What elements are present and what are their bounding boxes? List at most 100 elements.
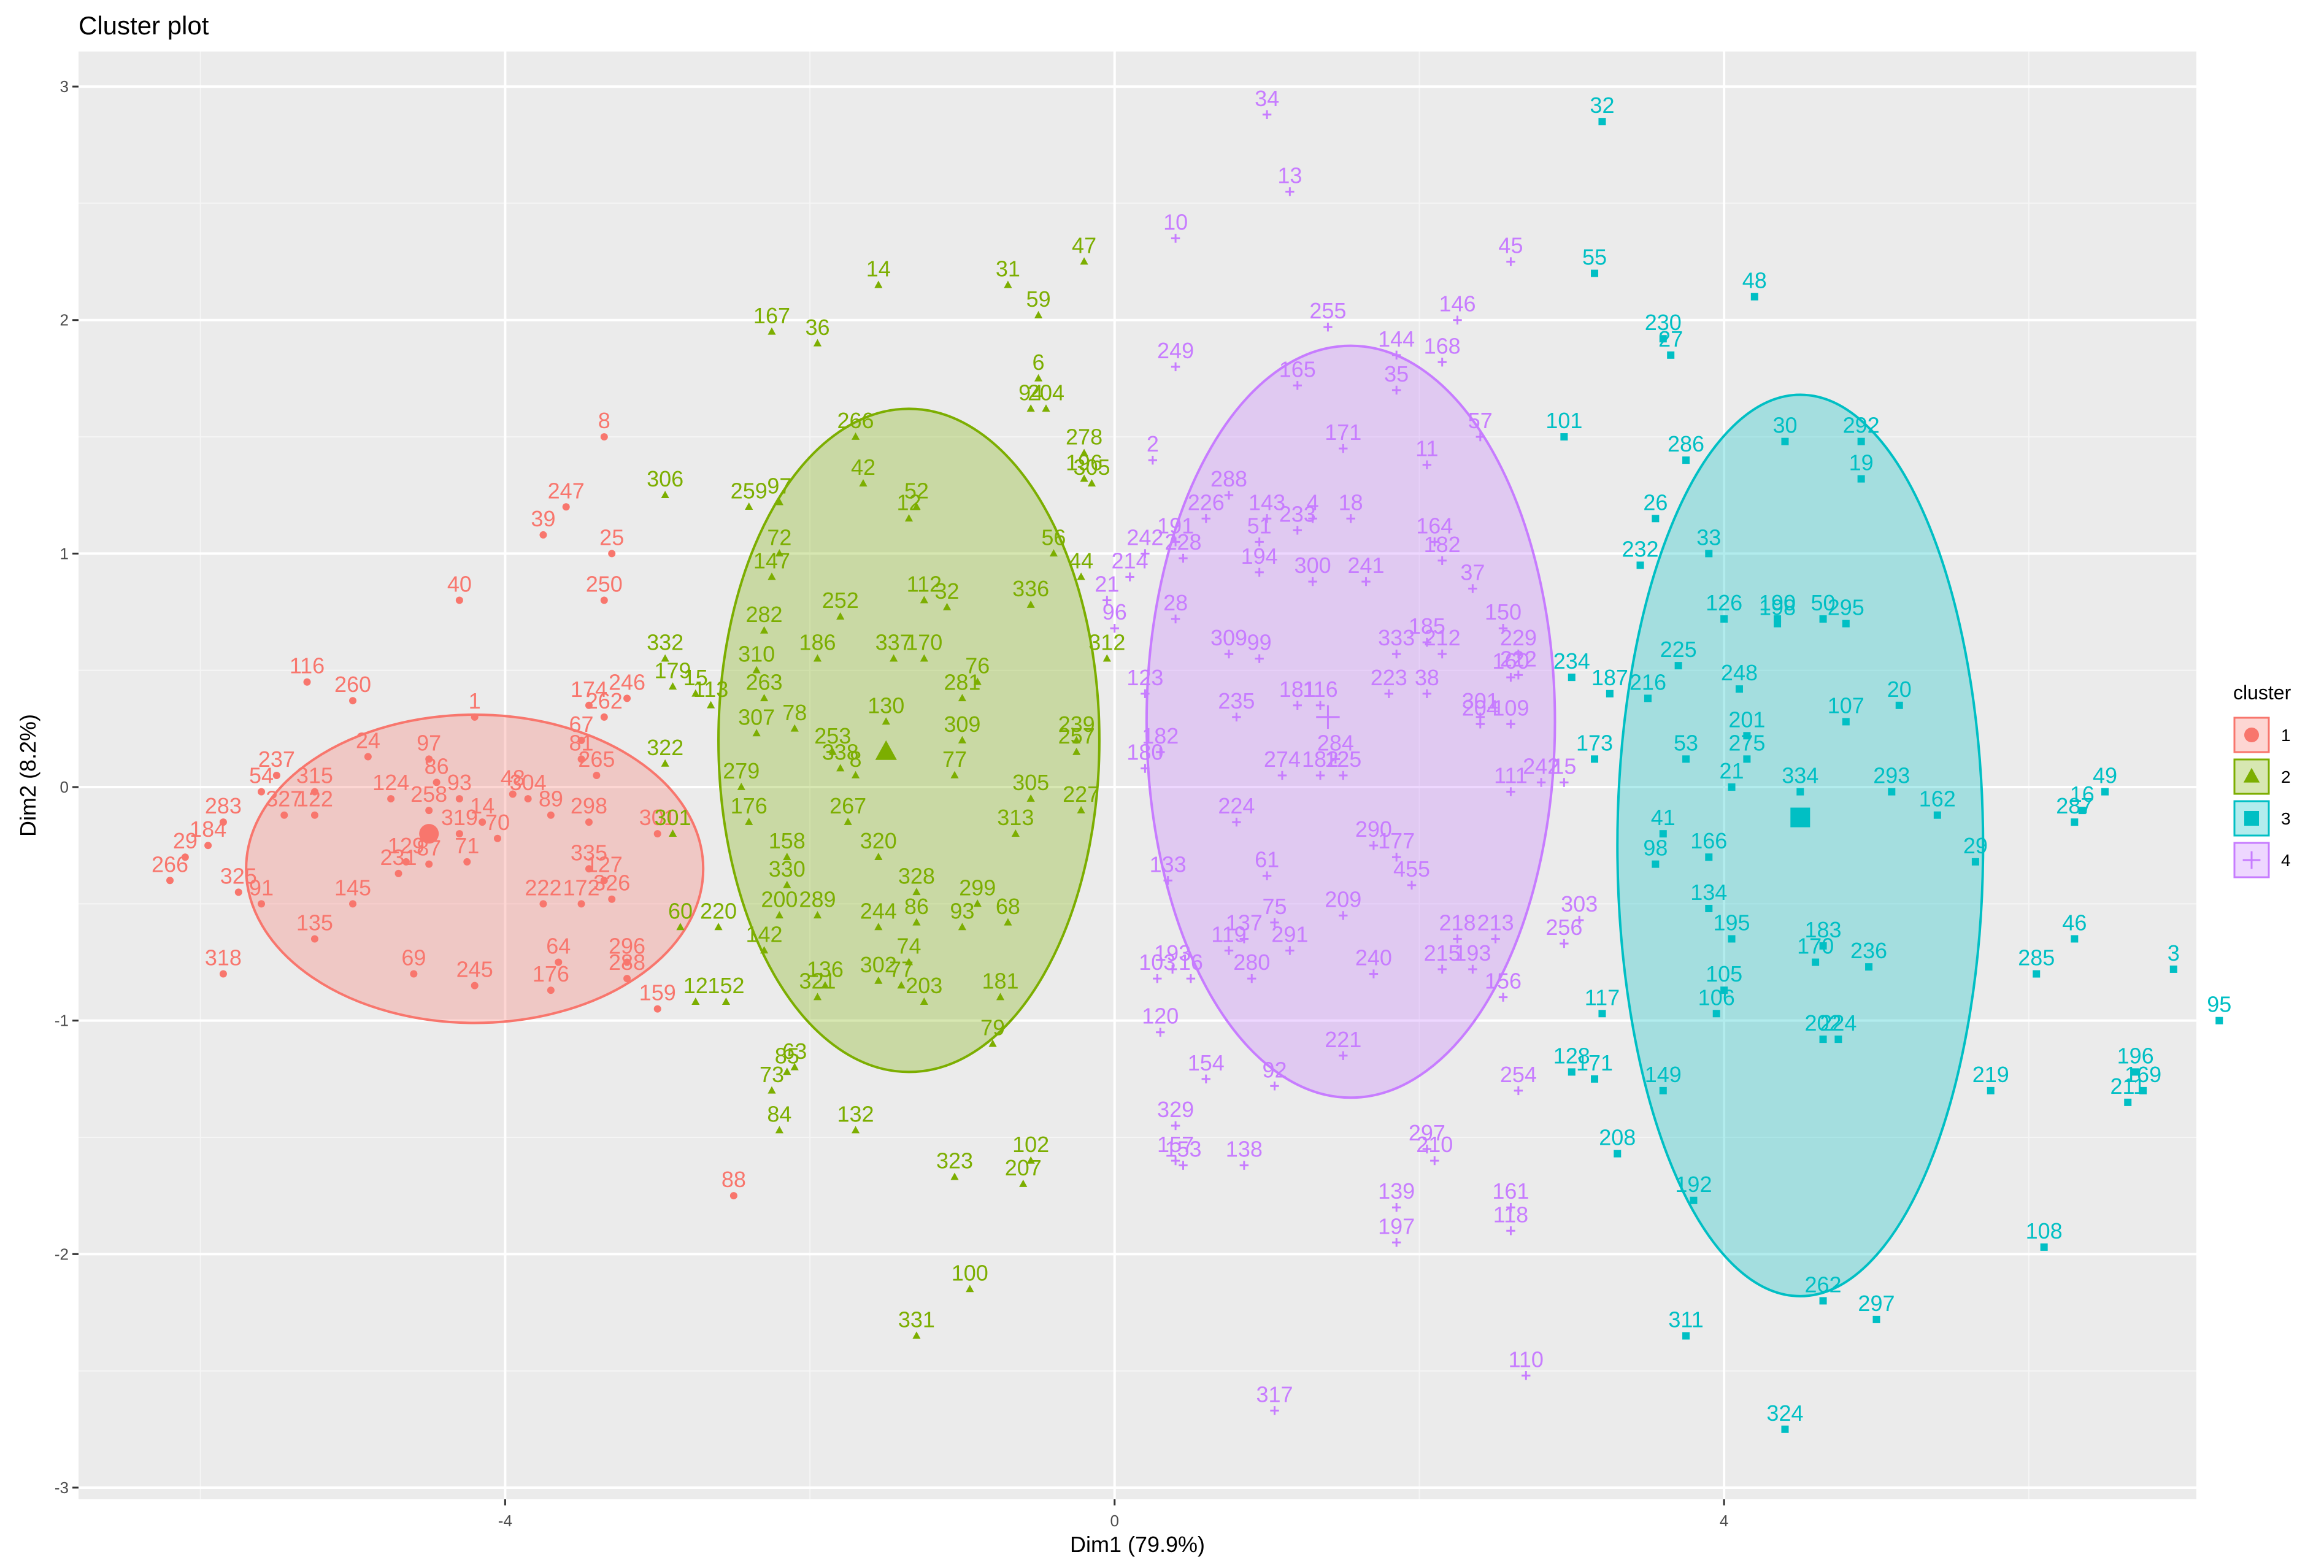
point-cluster-4 xyxy=(1308,577,1317,586)
point-cluster-2 xyxy=(790,724,799,732)
point-label: 202 xyxy=(1805,1010,1842,1036)
point-label: 455 xyxy=(1393,856,1430,882)
point-label: 171 xyxy=(1576,1050,1613,1075)
point-cluster-4 xyxy=(1430,1156,1439,1166)
point-cluster-3 xyxy=(2215,1017,2223,1024)
point-label: 290 xyxy=(1355,817,1392,842)
point-cluster-4 xyxy=(1262,110,1272,119)
point-cluster-4 xyxy=(1293,381,1302,390)
point-cluster-3 xyxy=(1865,963,1873,971)
point-label: 280 xyxy=(1233,950,1270,975)
point-label: 301 xyxy=(655,805,691,830)
point-cluster-4 xyxy=(1255,537,1264,547)
point-cluster-2 xyxy=(745,502,753,510)
point-label: 279 xyxy=(723,758,760,783)
point-label: 234 xyxy=(1553,648,1590,674)
point-label: 25 xyxy=(599,525,624,550)
point-label: 256 xyxy=(1545,915,1582,940)
point-cluster-1 xyxy=(479,818,487,826)
point-label: 8 xyxy=(850,747,862,772)
point-cluster-3 xyxy=(1781,437,1789,445)
point-label: 198 xyxy=(1759,595,1796,620)
point-cluster-4 xyxy=(1506,1202,1515,1212)
point-cluster-4 xyxy=(1468,964,1477,974)
point-cluster-3 xyxy=(1750,293,1758,301)
point-cluster-2 xyxy=(1102,654,1111,662)
point-label: 171 xyxy=(1325,420,1361,445)
point-label: 156 xyxy=(1485,969,1522,994)
point-cluster-4 xyxy=(1270,1082,1279,1091)
point-label: 70 xyxy=(485,810,510,835)
point-label: 158 xyxy=(769,828,806,853)
point-cluster-2 xyxy=(1077,805,1085,813)
point-label: 262 xyxy=(586,688,623,713)
y-tick-label: 3 xyxy=(60,77,69,96)
point-cluster-3 xyxy=(1872,1315,1880,1323)
point-label: 28 xyxy=(1163,590,1188,615)
point-cluster-3 xyxy=(1690,1196,1698,1204)
point-cluster-2 xyxy=(783,880,791,888)
point-label: 299 xyxy=(959,875,996,900)
point-label: 79 xyxy=(980,1015,1005,1040)
point-label: 303 xyxy=(1561,891,1598,917)
point-cluster-1 xyxy=(219,818,227,826)
point-label: 130 xyxy=(868,693,904,718)
point-cluster-2 xyxy=(1011,829,1020,837)
point-label: 44 xyxy=(1069,548,1093,573)
point-label: 14 xyxy=(866,256,891,282)
point-cluster-3 xyxy=(2139,1086,2147,1094)
point-cluster-1 xyxy=(608,550,616,558)
point-cluster-4 xyxy=(1514,649,1523,659)
point-cluster-2 xyxy=(1072,747,1081,755)
point-label: 310 xyxy=(738,642,775,667)
point-label: 77 xyxy=(889,957,914,982)
x-tick-label: -4 xyxy=(498,1512,512,1530)
point-label: 162 xyxy=(1919,786,1956,812)
point-label: 253 xyxy=(814,723,851,748)
point-label: 176 xyxy=(533,961,569,986)
point-label: 254 xyxy=(1500,1062,1537,1087)
point-label: 8 xyxy=(598,408,610,433)
point-cluster-4 xyxy=(1186,974,1196,983)
point-cluster-4 xyxy=(1339,771,1348,780)
point-cluster-1 xyxy=(471,982,479,990)
point-label: 257 xyxy=(1058,723,1095,748)
point-label: 196 xyxy=(1066,450,1102,475)
point-cluster-2 xyxy=(691,997,700,1005)
point-label: 278 xyxy=(1066,425,1102,450)
point-label: 134 xyxy=(1690,880,1727,905)
point-cluster-1 xyxy=(608,895,616,903)
point-cluster-3 xyxy=(1743,755,1751,763)
point-cluster-4 xyxy=(1262,514,1272,523)
point-cluster-1 xyxy=(539,900,547,908)
point-cluster-3 xyxy=(1933,811,1941,819)
point-label: 291 xyxy=(1271,921,1308,947)
point-label: 19 xyxy=(1849,450,1874,475)
point-cluster-4 xyxy=(1148,455,1158,465)
point-label: 169 xyxy=(2125,1062,2161,1087)
point-cluster-3 xyxy=(1598,1010,1606,1018)
point-cluster-4 xyxy=(1285,946,1295,955)
point-label: 260 xyxy=(334,672,371,697)
point-cluster-4 xyxy=(1171,1156,1180,1166)
point-cluster-3 xyxy=(1598,118,1606,126)
point-cluster-2 xyxy=(874,853,883,861)
point-label: 86 xyxy=(904,894,929,919)
chart-title: Cluster plot xyxy=(79,11,209,40)
point-label: 247 xyxy=(548,478,585,503)
point-cluster-3 xyxy=(2101,788,2109,796)
point-cluster-1 xyxy=(310,811,318,819)
point-label: 296 xyxy=(609,934,645,959)
point-cluster-3 xyxy=(1819,1036,1827,1043)
point-cluster-1 xyxy=(585,865,593,873)
point-cluster-3 xyxy=(1728,935,1736,943)
point-label: 4 xyxy=(1307,490,1319,515)
point-label: 110 xyxy=(1509,1347,1544,1372)
point-label: 146 xyxy=(1439,291,1476,317)
point-cluster-4 xyxy=(1506,672,1515,682)
point-cluster-1 xyxy=(471,713,479,721)
point-cluster-1 xyxy=(623,958,631,966)
point-cluster-3 xyxy=(1705,853,1713,861)
point-label: 127 xyxy=(586,851,623,877)
